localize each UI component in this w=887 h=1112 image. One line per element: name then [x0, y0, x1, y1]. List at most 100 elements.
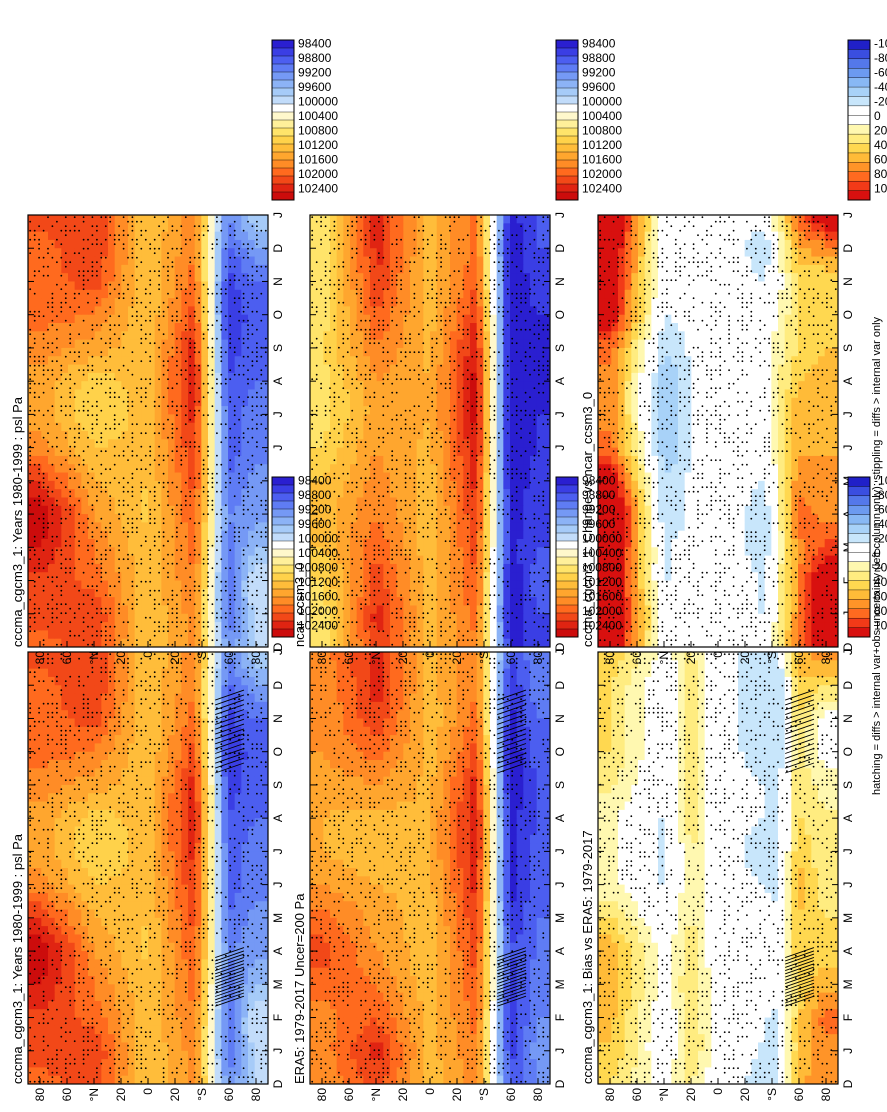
stipple-dot [153, 986, 156, 989]
heat-cell [128, 776, 136, 785]
heat-cell [68, 463, 76, 473]
stipple-dot [256, 716, 258, 719]
heat-cell [188, 397, 196, 407]
heat-cell [261, 413, 269, 423]
heat-cell [261, 659, 269, 669]
stipple-dot [184, 941, 187, 944]
heat-cell [68, 588, 76, 598]
stipple-dot [127, 666, 129, 669]
heat-cell [141, 364, 149, 373]
stipple-dot [131, 806, 134, 809]
stipple-dot [216, 891, 218, 894]
heat-cell [114, 430, 122, 440]
heat-cell [61, 521, 69, 531]
stipple-dot [202, 671, 205, 674]
heat-cell [108, 538, 116, 548]
heat-cell [154, 571, 162, 581]
heat-cell [48, 967, 56, 976]
stipple-dot [153, 675, 156, 678]
heat-cell [134, 817, 142, 827]
heat-cell [194, 621, 202, 631]
heat-cell [114, 900, 122, 910]
stipple-dot [229, 1076, 232, 1079]
stipple-dot [207, 752, 209, 755]
heat-cell [88, 809, 96, 819]
stipple-dot [233, 1040, 236, 1043]
heat-cell [81, 784, 89, 794]
heat-cell [148, 455, 156, 465]
stipple-dot [136, 846, 138, 849]
stipple-dot [176, 1071, 178, 1074]
heat-cell [54, 826, 62, 835]
heat-cell [254, 364, 262, 373]
stipple-dot [109, 900, 112, 903]
stipple-dot [202, 788, 205, 791]
stipple-dot [78, 684, 80, 687]
heat-cell [128, 718, 136, 727]
heat-cell [181, 676, 189, 686]
heat-cell [241, 792, 249, 802]
heat-cell [228, 809, 236, 819]
heat-cell [61, 538, 69, 548]
stipple-dot [64, 819, 67, 822]
heat-cell [208, 718, 216, 727]
stipple-dot [78, 680, 80, 683]
heat-cell [114, 975, 122, 985]
heat-cell [228, 850, 236, 860]
stipple-dot [73, 707, 76, 710]
stipple-dot [162, 842, 165, 845]
heat-cell [48, 330, 56, 340]
heat-cell [208, 651, 216, 661]
heat-cell [254, 975, 262, 985]
heat-cell [248, 867, 256, 877]
heat-cell [94, 767, 102, 777]
heat-cell [248, 942, 256, 952]
heat-cell [94, 1000, 102, 1010]
heat-cell [28, 463, 36, 473]
heat-cell [28, 1050, 36, 1060]
heat-cell [41, 580, 49, 589]
heat-cell [61, 488, 69, 498]
stipple-dot [38, 666, 40, 669]
heat-cell [114, 826, 122, 835]
heat-cell [208, 659, 216, 669]
heat-cell [134, 505, 142, 515]
heat-cell [48, 884, 56, 893]
heat-cell [54, 497, 62, 506]
heat-cell [128, 455, 136, 465]
heat-cell [161, 397, 169, 407]
heat-cell [208, 975, 216, 985]
stipple-dot [198, 716, 201, 719]
heat-cell [261, 405, 269, 415]
stipple-dot [242, 860, 245, 863]
heat-cell [34, 834, 42, 844]
heat-cell [168, 330, 176, 340]
heat-cell [28, 826, 36, 835]
heat-cell [121, 422, 129, 431]
stipple-dot [167, 860, 169, 863]
heat-cell [194, 513, 202, 523]
heat-cell [114, 784, 122, 794]
stipple-dot [109, 711, 112, 714]
heat-cell [261, 505, 269, 515]
heat-cell [168, 1042, 176, 1051]
stipple-dot [238, 716, 241, 719]
heat-cell [28, 488, 36, 498]
stipple-dot [29, 864, 32, 867]
heat-cell [221, 447, 229, 456]
heat-cell [74, 629, 82, 639]
stipple-dot [247, 851, 249, 854]
heat-cell [101, 629, 109, 639]
heat-cell [261, 1017, 269, 1026]
heat-cell [94, 571, 102, 581]
stipple-dot [33, 675, 36, 678]
stipple-dot [153, 824, 156, 827]
heat-cell [161, 405, 169, 415]
heat-cell [174, 1050, 182, 1060]
heat-cell [121, 950, 129, 960]
heat-cell [28, 372, 36, 382]
stipple-dot [136, 797, 138, 800]
heat-cell [148, 709, 156, 719]
hatch-line [215, 728, 245, 740]
stipple-dot [113, 1040, 116, 1043]
